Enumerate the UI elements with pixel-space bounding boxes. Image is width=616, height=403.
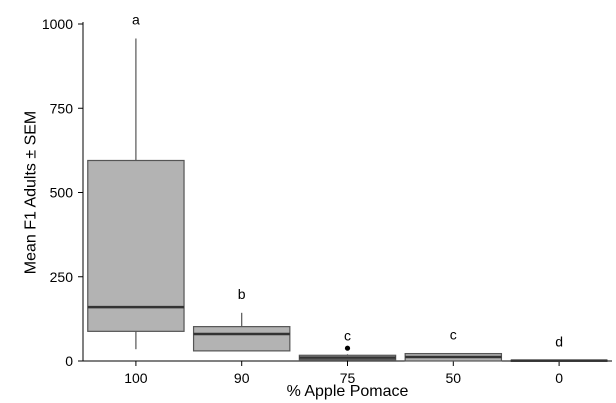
y-tick-label: 500 [50, 185, 74, 201]
box-rect [87, 159, 185, 332]
y-tick-label: 750 [50, 100, 74, 116]
x-tick-label: 75 [340, 370, 356, 386]
x-tick-label: 0 [555, 370, 563, 386]
x-ticks: 100 90 75 50 0 [124, 361, 563, 386]
significance-label: c [450, 327, 457, 343]
significance-label: a [132, 11, 140, 27]
x-tick-label: 100 [124, 370, 148, 386]
y-tick-label: 250 [50, 269, 74, 285]
box-group: c [404, 327, 503, 362]
x-axis-title: % Apple Pomace [287, 383, 409, 400]
significance-label: c [344, 327, 351, 343]
box-group: d [510, 333, 608, 362]
box-group: b [192, 286, 291, 352]
box-rect [192, 326, 291, 352]
y-ticks: 0 250 500 750 1000 [42, 16, 83, 369]
outlier-point [344, 345, 351, 351]
x-tick-label: 90 [234, 370, 250, 386]
box-group: a [87, 11, 185, 350]
boxes: a b c c d [87, 11, 608, 362]
y-tick-label: 0 [65, 353, 73, 369]
significance-label: d [555, 333, 563, 349]
y-tick-label: 1000 [42, 16, 73, 32]
box-group: c [298, 327, 397, 361]
x-tick-label: 50 [446, 370, 462, 386]
significance-label: b [238, 286, 246, 302]
y-axis-title: Mean F1 Adults ± SEM [23, 111, 40, 275]
